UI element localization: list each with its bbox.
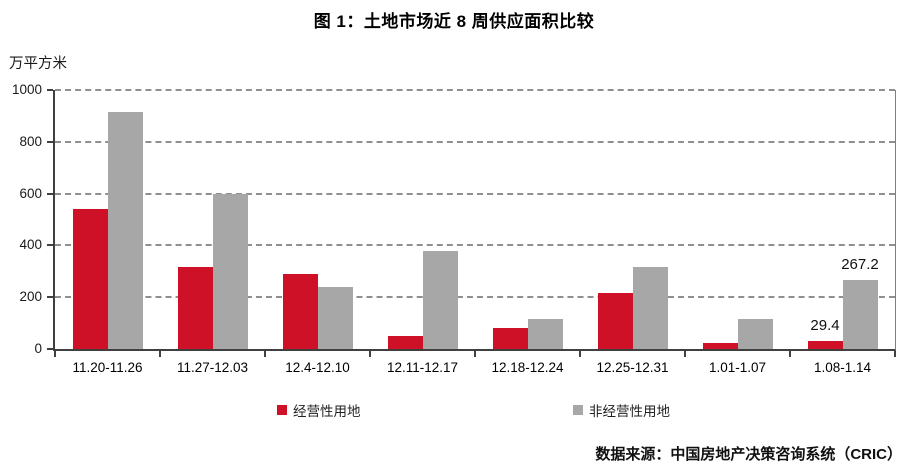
legend-color-swatch bbox=[277, 405, 287, 415]
y-axis-tick bbox=[47, 89, 53, 91]
x-axis-label: 12.25-12.31 bbox=[596, 360, 669, 375]
x-axis-tick bbox=[369, 351, 371, 357]
y-axis-label: 800 bbox=[19, 133, 42, 149]
y-axis-label: 200 bbox=[19, 289, 42, 305]
y-axis-label: 400 bbox=[19, 237, 42, 253]
x-axis-label: 12.18-12.24 bbox=[491, 360, 564, 375]
x-axis-label: 1.08-1.14 bbox=[813, 360, 872, 375]
gridline bbox=[55, 296, 895, 299]
bar bbox=[807, 341, 843, 349]
bar bbox=[212, 193, 248, 349]
legend-item: 经营性用地 bbox=[277, 400, 361, 420]
x-axis-tick bbox=[894, 351, 896, 357]
data-label: 29.4 bbox=[810, 317, 840, 335]
y-axis-tick bbox=[47, 296, 53, 299]
y-axis-label: 600 bbox=[19, 185, 42, 201]
x-axis-label: 1.01-1.07 bbox=[708, 360, 767, 375]
bar bbox=[492, 327, 528, 349]
chart-title: 图 1：土地市场近 8 周供应面积比较 bbox=[313, 12, 595, 31]
y-axis-tick bbox=[47, 140, 53, 143]
y-axis-label: 1000 bbox=[11, 82, 42, 97]
x-axis-tick bbox=[264, 351, 266, 357]
bar bbox=[72, 209, 108, 349]
bar bbox=[702, 342, 738, 349]
legend-label: 经营性用地 bbox=[293, 404, 361, 419]
bar bbox=[597, 293, 633, 349]
gridline bbox=[55, 89, 895, 91]
x-axis-label: 11.27-12.03 bbox=[176, 360, 249, 375]
bar bbox=[422, 250, 458, 349]
gridline bbox=[55, 140, 895, 143]
legend-color-swatch bbox=[573, 405, 583, 415]
y-axis-label: 0 bbox=[34, 341, 42, 356]
gridline bbox=[55, 244, 895, 247]
x-axis-label: 11.20-11.26 bbox=[72, 360, 143, 375]
y-axis-tick bbox=[47, 348, 53, 350]
y-axis-tick bbox=[47, 244, 53, 247]
x-axis-tick bbox=[54, 351, 56, 357]
x-axis-tick bbox=[789, 351, 791, 357]
x-axis-tick bbox=[474, 351, 476, 357]
bar bbox=[387, 335, 423, 349]
legend-item: 非经营性用地 bbox=[573, 400, 670, 420]
x-axis-tick bbox=[579, 351, 581, 357]
bar bbox=[842, 279, 878, 349]
x-axis-label: 12.4-12.10 bbox=[285, 360, 350, 375]
y-axis-tick bbox=[47, 192, 53, 195]
y-axis-unit-label: 万平方米 bbox=[9, 56, 67, 72]
data-source-caption: 数据来源：中国房地产决策咨询系统（CRIC） bbox=[595, 446, 902, 463]
bar bbox=[737, 319, 773, 349]
bar bbox=[107, 112, 143, 349]
bar bbox=[282, 273, 318, 349]
legend-label: 非经营性用地 bbox=[589, 404, 670, 419]
x-axis-tick bbox=[159, 351, 161, 357]
data-label: 267.2 bbox=[841, 255, 879, 273]
x-axis-tick bbox=[684, 351, 686, 357]
plot-area: 29.4 267.2 bbox=[47, 89, 896, 357]
bar bbox=[317, 286, 353, 349]
x-axis-label: 12.11-12.17 bbox=[386, 360, 459, 375]
bar bbox=[632, 267, 668, 349]
bar bbox=[177, 267, 213, 349]
gridline bbox=[55, 192, 895, 195]
bar bbox=[527, 319, 563, 349]
